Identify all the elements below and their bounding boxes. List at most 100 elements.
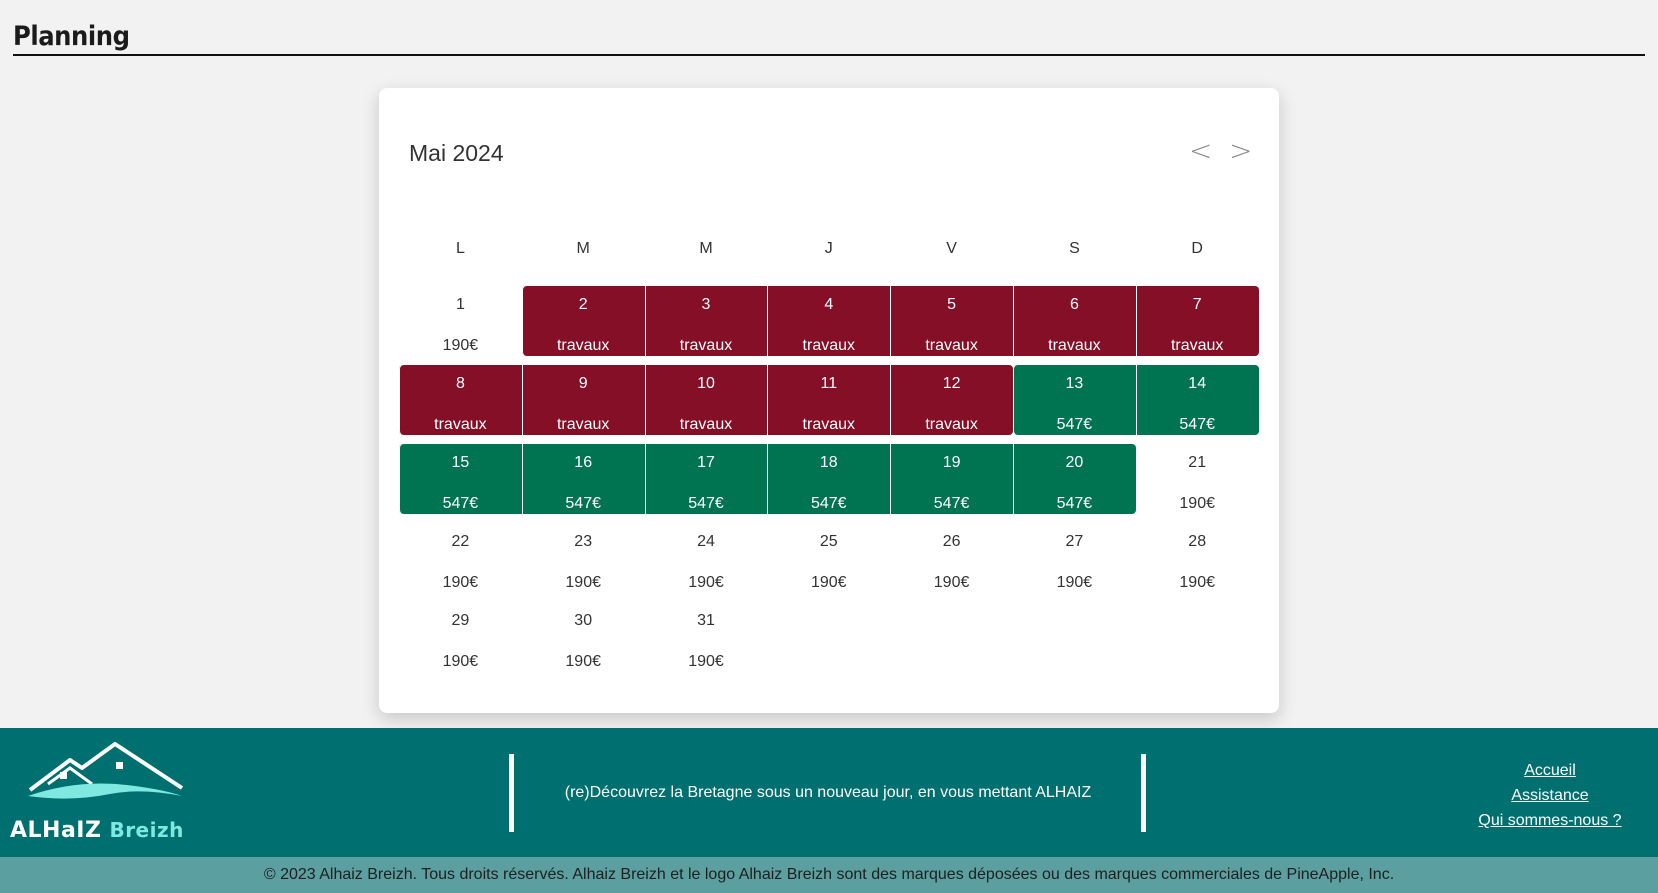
house-logo-icon (28, 742, 184, 799)
weekday-label: M (699, 240, 713, 257)
day-status-label: travaux (802, 416, 856, 433)
calendar-day[interactable]: 21 190€ (1136, 444, 1259, 514)
calendar-day[interactable]: 28 190€ (1136, 523, 1259, 593)
calendar-day[interactable]: 9 travaux (521, 365, 645, 435)
day-number: 25 (819, 533, 838, 550)
day-price: 547€ (933, 495, 970, 512)
calendar-day[interactable]: 14 547€ (1135, 365, 1259, 435)
calendar-day[interactable]: 8 travaux (399, 365, 522, 435)
footer-divider-right (1141, 754, 1146, 832)
day-number: 18 (819, 454, 838, 471)
weekday-label: S (1069, 240, 1080, 257)
day-number: 10 (697, 375, 715, 392)
calendar-day[interactable]: 24 190€ (645, 523, 768, 593)
day-number: 21 (1188, 454, 1207, 471)
site-logo[interactable]: ALHaIZ Breizh (10, 734, 200, 852)
day-price: 190€ (442, 337, 479, 354)
day-number: 7 (1192, 296, 1202, 313)
day-status-label: travaux (679, 416, 733, 433)
day-status-label: travaux (1048, 337, 1101, 354)
calendar-day[interactable]: 10 travaux (644, 365, 768, 435)
calendar-month-title: Mai 2024 (409, 140, 504, 166)
day-number: 11 (820, 375, 838, 392)
day-number: 9 (578, 375, 588, 392)
day-price: 190€ (688, 653, 724, 670)
calendar-day[interactable]: 20 547€ (1013, 444, 1136, 514)
logo-text: ALHaIZ Breizh (10, 818, 184, 843)
calendar-day[interactable]: 31 190€ (645, 602, 768, 672)
footer-link-assistance[interactable]: Assistance (1511, 787, 1589, 804)
footer-link-accueil[interactable]: Accueil (1524, 762, 1576, 779)
day-price: 547€ (442, 495, 479, 512)
calendar-day[interactable]: 16 547€ (521, 444, 645, 514)
calendar-day[interactable]: 2 travaux (521, 286, 645, 356)
day-number: 4 (824, 296, 834, 313)
day-number: 27 (1065, 533, 1084, 550)
day-number: 30 (574, 612, 593, 629)
calendar-day[interactable]: 4 travaux (767, 286, 891, 356)
weekday-label: V (946, 240, 957, 257)
day-number: 17 (697, 454, 715, 471)
day-number: 22 (451, 533, 470, 550)
day-number: 3 (701, 296, 711, 313)
copyright-bar: © 2023 Alhaiz Breizh. Tous droits réserv… (0, 857, 1658, 893)
calendar-day[interactable]: 1 190€ (399, 286, 522, 356)
calendar-day[interactable]: 17 547€ (644, 444, 768, 514)
footer-divider-left (509, 754, 514, 832)
calendar-day[interactable]: 15 547€ (399, 444, 522, 514)
calendar-day[interactable]: 7 travaux (1135, 286, 1259, 356)
calendar-day[interactable]: 13 547€ (1013, 365, 1136, 435)
day-number: 12 (942, 375, 961, 392)
day-status-label: travaux (679, 337, 733, 354)
calendar-day[interactable]: 3 travaux (644, 286, 768, 356)
day-price: 547€ (810, 495, 847, 512)
calendar-day[interactable]: 6 travaux (1013, 286, 1136, 356)
day-status-label: travaux (925, 337, 978, 354)
calendar-day[interactable]: 19 547€ (890, 444, 1013, 514)
day-price: 190€ (1179, 574, 1215, 591)
next-month-button[interactable]: > (1229, 134, 1253, 167)
day-price: 547€ (1056, 495, 1093, 512)
day-number: 8 (455, 375, 465, 392)
day-status-label: travaux (1170, 337, 1224, 354)
logo-main-text: ALHaIZ (10, 818, 102, 843)
calendar-day[interactable]: 12 travaux (890, 365, 1013, 435)
calendar-day[interactable]: 27 190€ (1013, 523, 1136, 593)
weekday-label: M (576, 240, 590, 257)
day-price: 190€ (688, 574, 724, 591)
day-price: 547€ (565, 495, 601, 512)
calendar-day[interactable]: 5 travaux (890, 286, 1013, 356)
calendar-day[interactable]: 26 190€ (890, 523, 1013, 593)
day-price: 190€ (1179, 495, 1215, 512)
day-number: 14 (1188, 375, 1207, 392)
day-number: 29 (451, 612, 470, 629)
day-price: 190€ (1056, 574, 1093, 591)
calendar-day[interactable]: 30 190€ (522, 602, 645, 672)
calendar-day[interactable]: 23 190€ (522, 523, 645, 593)
calendar-day[interactable]: 11 travaux (767, 365, 891, 435)
calendar-day[interactable]: 25 190€ (767, 523, 890, 593)
day-number: 20 (1065, 454, 1084, 471)
calendar-day[interactable]: 18 547€ (767, 444, 891, 514)
day-number: 13 (1065, 375, 1084, 392)
footer-link-qui-sommes-nous[interactable]: Qui sommes-nous ? (1478, 812, 1622, 829)
day-status-label: travaux (556, 416, 610, 433)
day-number: 5 (947, 296, 957, 313)
page-title: Planning (13, 21, 130, 52)
previous-month-button[interactable]: < (1189, 134, 1213, 167)
calendar-day[interactable]: 29 190€ (399, 602, 522, 672)
day-price: 547€ (688, 495, 724, 512)
day-number: 19 (942, 454, 961, 471)
day-price: 547€ (1056, 416, 1093, 433)
weekday-label: J (824, 240, 833, 257)
weekday-label: D (1191, 240, 1203, 257)
day-number: 31 (697, 612, 715, 629)
day-number: 24 (697, 533, 715, 550)
footer: ALHaIZ Breizh (re)Découvrez la Bretagne s… (0, 728, 1658, 857)
weekday-label: L (455, 240, 465, 257)
day-status-label: travaux (802, 337, 856, 354)
logo-sub-text: Breizh (109, 818, 184, 842)
day-status-label: travaux (925, 416, 978, 433)
calendar-day[interactable]: 22 190€ (399, 523, 522, 593)
day-status-label: travaux (556, 337, 610, 354)
